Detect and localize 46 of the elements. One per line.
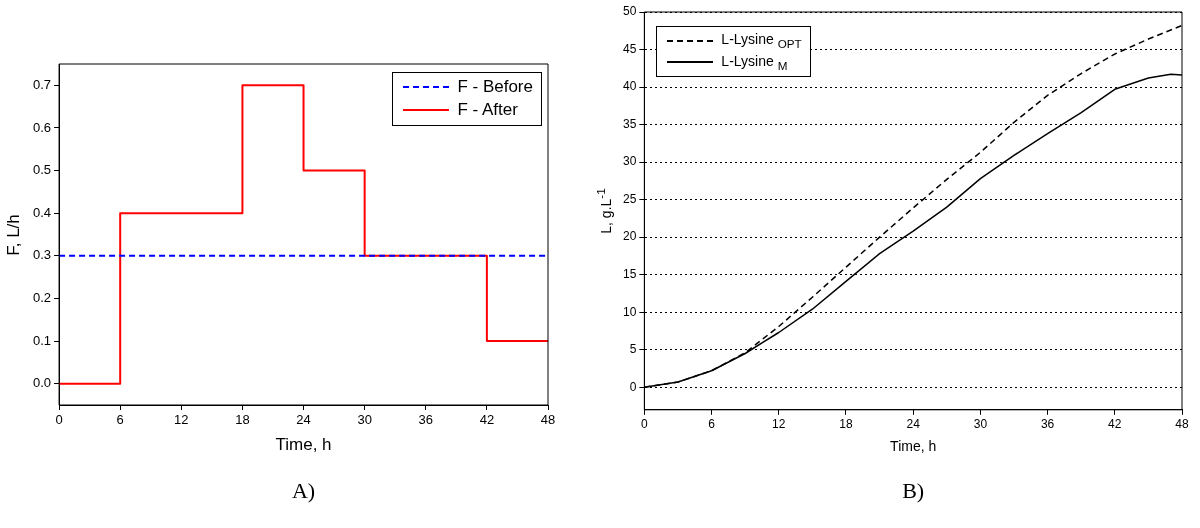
x-tick-label: 6 xyxy=(708,417,716,432)
y-tick-label: 5 xyxy=(629,342,637,357)
y-tick-label: 0.7 xyxy=(32,76,52,92)
y-tick-label: 0.3 xyxy=(32,247,52,263)
y-tick-label: 35 xyxy=(622,116,637,131)
legend-label: F - After xyxy=(457,98,518,121)
y-tick-label: 30 xyxy=(622,154,637,169)
x-tick-label: 42 xyxy=(1108,417,1122,432)
x-tick-label: 24 xyxy=(906,417,921,432)
x-axis-title: Time, h xyxy=(890,438,937,455)
x-tick-label: 36 xyxy=(418,412,433,428)
x-tick-label: 0 xyxy=(641,417,648,432)
y-tick-label: 15 xyxy=(622,267,637,282)
x-tick-label: 30 xyxy=(357,412,372,428)
y-tick-label: 0.0 xyxy=(32,375,52,391)
x-tick-label: 6 xyxy=(116,412,124,428)
legend-label: F - Before xyxy=(457,76,533,98)
text: B) xyxy=(901,478,926,504)
legend-label: L-Lysine $_{M}$ xyxy=(721,51,788,74)
y-tick-label: 0.4 xyxy=(32,204,52,220)
x-tick-label: 12 xyxy=(174,412,189,428)
y-tick-label: 0 xyxy=(629,379,637,394)
x-tick-label: 24 xyxy=(296,412,311,428)
y-axis-title: F, L/h xyxy=(4,213,24,256)
x-tick-label: 18 xyxy=(235,412,250,428)
legend-label: L-Lysine $_{OPT}$ xyxy=(721,30,802,52)
y-tick-label: 45 xyxy=(622,41,637,56)
x-tick-label: 36 xyxy=(1040,417,1055,432)
y-tick-label: 20 xyxy=(622,229,637,244)
x-tick-label: 48 xyxy=(1175,417,1189,432)
y-tick-label: 0.1 xyxy=(32,332,52,348)
y-tick-label: 50 xyxy=(622,4,637,19)
text: A) xyxy=(290,478,317,504)
y-tick-label: 40 xyxy=(622,79,637,94)
x-tick-label: 48 xyxy=(540,412,556,428)
x-tick-label: 0 xyxy=(55,412,63,428)
x-tick-label: 30 xyxy=(973,417,988,432)
y-tick-label: 0.6 xyxy=(32,119,52,135)
x-axis-title: Time, h xyxy=(275,435,332,455)
x-tick-label: 12 xyxy=(772,417,786,432)
y-tick-label: 0.5 xyxy=(32,162,52,178)
y-tick-label: 25 xyxy=(622,191,637,206)
y-tick-label: 10 xyxy=(622,304,637,319)
x-tick-label: 18 xyxy=(839,417,853,432)
x-tick-label: 42 xyxy=(479,412,495,428)
y-tick-label: 0.2 xyxy=(32,290,52,306)
